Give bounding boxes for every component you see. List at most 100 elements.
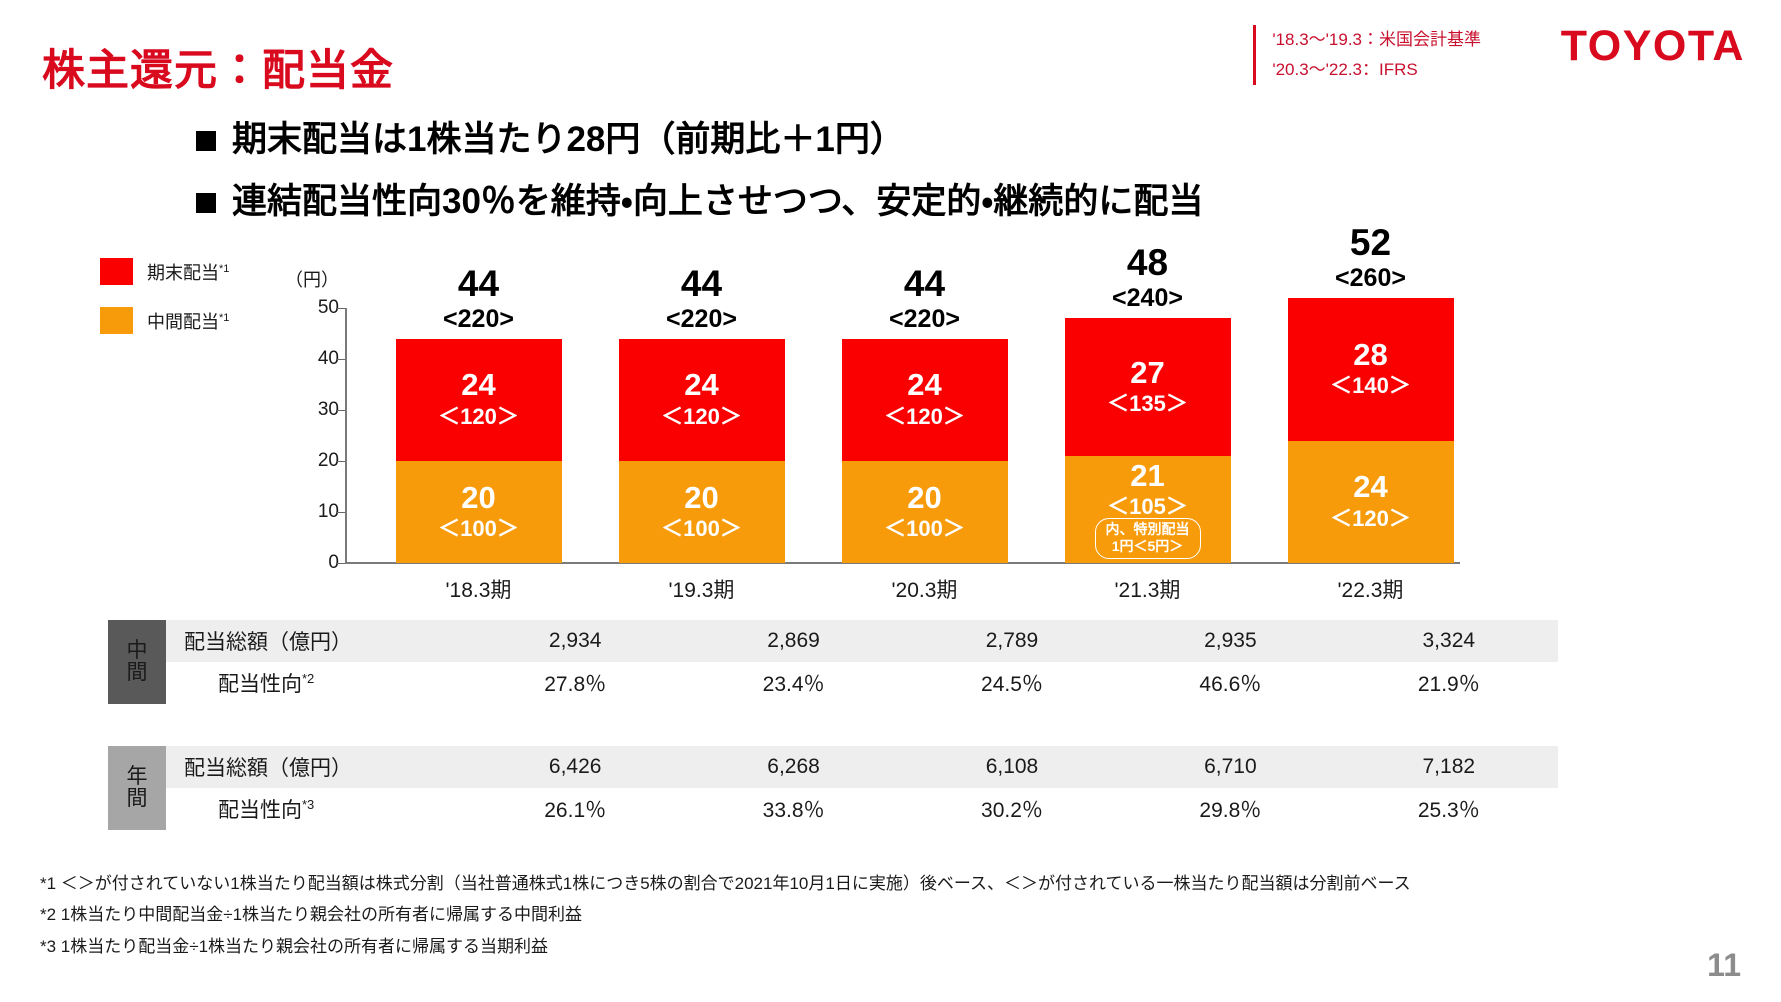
y-axis-tick-mark [337, 410, 345, 411]
table-cell-value: 29.8％ [1199, 799, 1262, 822]
bar-segment-value: 20 [461, 479, 496, 515]
table-cell-value: 2,869 [684, 620, 903, 662]
bar-total-label: 44 [903, 262, 946, 304]
bar-segment-subvalue: ＜140＞ [1330, 373, 1411, 399]
x-axis-tick-label: '18.3期 [445, 579, 512, 602]
bar-segment-interim: 24 ＜120＞ [1287, 440, 1454, 563]
table-cell-value: 6,426 [466, 746, 685, 788]
table-cell-value: 7,182 [1339, 746, 1558, 788]
x-axis-tick-label: '21.3期 [1114, 579, 1181, 602]
legend-label: 中間配当*1 [147, 308, 229, 334]
bar-stack: 24 ＜120＞ 20 ＜100＞ [618, 338, 785, 563]
bullet-text: 連結配当性向30％を維持・向上させつつ、安定的・継続的に配当 [232, 181, 1204, 221]
table-group-spacer-cell [108, 704, 1558, 746]
bar-total-label: 44 [457, 262, 500, 304]
table-group-header-char: 中 [126, 638, 148, 662]
accounting-standard-line-1: '18.3〜'19.3：米国会計基準 [1272, 30, 1481, 49]
bar-group: 48 <240> 27 ＜135＞ 21 ＜105＞ 内、特別配当 1円＜5円＞ '21.3期 [1064, 244, 1231, 602]
accounting-standard-line-2: '20.3〜'22.3：IFRS [1272, 59, 1418, 79]
bar-total-sublabel: <220> [666, 304, 737, 333]
table-cell-value: 6,710 [1121, 746, 1340, 788]
accounting-standards-note: '18.3〜'19.3：米国会計基準 '20.3〜'22.3：IFRS [1253, 25, 1481, 85]
bar-segment-subvalue: ＜120＞ [661, 403, 742, 429]
table-cell-value: 30.2％ [981, 799, 1043, 822]
footnotes: *1 ＜＞が付されていない1株当たり配当額は株式分割（当社普通株式1株につき5株… [40, 868, 1411, 962]
y-axis-tick-mark [337, 308, 345, 309]
page-number: 11 [1707, 947, 1741, 983]
bullet-text: 期末配当は1株当たり28円（前期比＋1円） [232, 120, 905, 159]
table-row-label-text: 配当総額（億円） [184, 757, 352, 780]
x-axis-tick-label: '22.3期 [1337, 579, 1404, 602]
bar-group: 44 <220> 24 ＜120＞ 20 ＜100＞ '19.3期 [618, 265, 785, 602]
bar-stack: 24 ＜120＞ 20 ＜100＞ [841, 338, 1008, 563]
bar-segment-value: 21 [1130, 457, 1165, 493]
footnote-3: *3 1株当たり配当金÷1株当たり親会社の所有者に帰属する当期利益 [40, 936, 549, 956]
table-cell-value: 2,935 [1121, 620, 1340, 662]
chart-plot-area: 50 40 30 20 10 0 44 <220> 24 ＜120＞ 20 ＜100＞ '18.3期 44… [318, 224, 1460, 602]
x-axis-line [345, 562, 1460, 564]
y-axis-tick-mark [337, 512, 345, 513]
bar-segment-interim: 20 ＜100＞ [395, 461, 562, 563]
table-row-label-note: *3 [302, 797, 315, 812]
y-axis-line [345, 308, 347, 563]
bar-total-sublabel: <220> [889, 304, 960, 333]
legend-item-interim-dividend: 中間配当*1 [100, 307, 229, 334]
y-axis-tick-label: 0 [328, 552, 339, 573]
y-axis-tick-mark [337, 563, 345, 564]
y-axis-tick-mark [337, 461, 345, 462]
bar-total-sublabel: <240> [1112, 284, 1183, 313]
legend-swatch-red-icon [100, 258, 133, 285]
table-group-spacer [108, 704, 1558, 746]
square-bullet-icon [196, 192, 216, 213]
dividend-bar-chart: （円） 50 40 30 20 10 0 44 <220> 24 ＜120＞ 20 ＜100＞ '18.… [285, 224, 1465, 602]
bar-segment-year-end: 28 ＜140＞ [1287, 297, 1454, 441]
table-body: 中間配当総額（億円） 2,934 2,869 2,789 2,935 3,324 配当性向*… [108, 620, 1558, 830]
table-group-header-annual: 年間 [108, 746, 166, 830]
bar-segment-interim: 21 ＜105＞ 内、特別配当 1円＜5円＞ [1064, 455, 1231, 563]
x-axis-tick-label: '19.3期 [668, 579, 735, 602]
table-row-label: 配当総額（億円） [166, 746, 466, 788]
legend-label-text: 期末配当 [147, 262, 219, 283]
table-cell-value: 25.3％ [1417, 799, 1480, 822]
legend-label-note: *1 [219, 311, 230, 324]
y-axis-tick-label: 20 [317, 450, 339, 471]
bar-segment-year-end: 24 ＜120＞ [618, 338, 785, 461]
bar-total-sublabel: <220> [443, 304, 514, 333]
bullet-item: 期末配当は1株当たり28円（前期比＋1円） [196, 118, 1596, 162]
table-cell-value: 2,789 [902, 620, 1122, 662]
table-row-label-text: 配当総額（億円） [184, 631, 352, 654]
table-cell-value: 26.1％ [544, 799, 607, 822]
legend-label-note: *1 [219, 262, 230, 275]
table-row-label: 配当総額（億円） [166, 620, 466, 662]
dividend-summary-table: 中間配当総額（億円） 2,934 2,869 2,789 2,935 3,324 配当性向*… [108, 620, 1558, 830]
legend-item-year-end-dividend: 期末配当*1 [100, 258, 229, 285]
bar-segment-interim: 20 ＜100＞ [841, 461, 1008, 563]
bar-total-sublabel: <260> [1335, 263, 1406, 292]
table-group-header-interim: 中間 [108, 620, 166, 704]
bar-stack: 27 ＜135＞ 21 ＜105＞ 内、特別配当 1円＜5円＞ [1064, 318, 1231, 563]
legend-swatch-orange-icon [100, 307, 133, 334]
table-cell-value: 33.8％ [762, 799, 825, 822]
bar-segment-subvalue: ＜120＞ [438, 403, 519, 429]
table-cell-value: 21.9％ [1417, 673, 1480, 696]
table-group-header-char: 間 [126, 661, 148, 684]
table-cell-value: 3,324 [1339, 620, 1558, 662]
bar-segment-value: 27 [1130, 354, 1165, 390]
y-axis-tick-mark [337, 359, 345, 360]
bar-segment-year-end: 24 ＜120＞ [395, 338, 562, 461]
table-row-label-text: 配当性向 [218, 673, 302, 696]
bar-group: 44 <220> 24 ＜120＞ 20 ＜100＞ '18.3期 [395, 265, 562, 602]
bar-total-label: 44 [680, 262, 723, 304]
special-dividend-note: 内、特別配当 1円＜5円＞ [1094, 518, 1201, 559]
bar-segment-subvalue: ＜135＞ [1107, 391, 1188, 417]
footnote-2: *2 1株当たり中間配当金÷1株当たり親会社の所有者に帰属する中間利益 [40, 905, 583, 925]
bar-segment-subvalue: ＜100＞ [884, 516, 965, 542]
y-axis-tick-label: 30 [317, 399, 339, 420]
table-group-header-char: 年 [126, 764, 148, 788]
table-row: 配当性向*2 27.8％ 23.4％ 24.5％ 46.6％ 21.9％ [108, 662, 1558, 704]
bar-segment-value: 24 [461, 367, 496, 403]
legend-label: 期末配当*1 [147, 259, 229, 285]
bar-total-label: 48 [1126, 242, 1169, 284]
bar-group: 52 <260> 28 ＜140＞ 24 ＜120＞ '22.3期 [1287, 224, 1454, 602]
